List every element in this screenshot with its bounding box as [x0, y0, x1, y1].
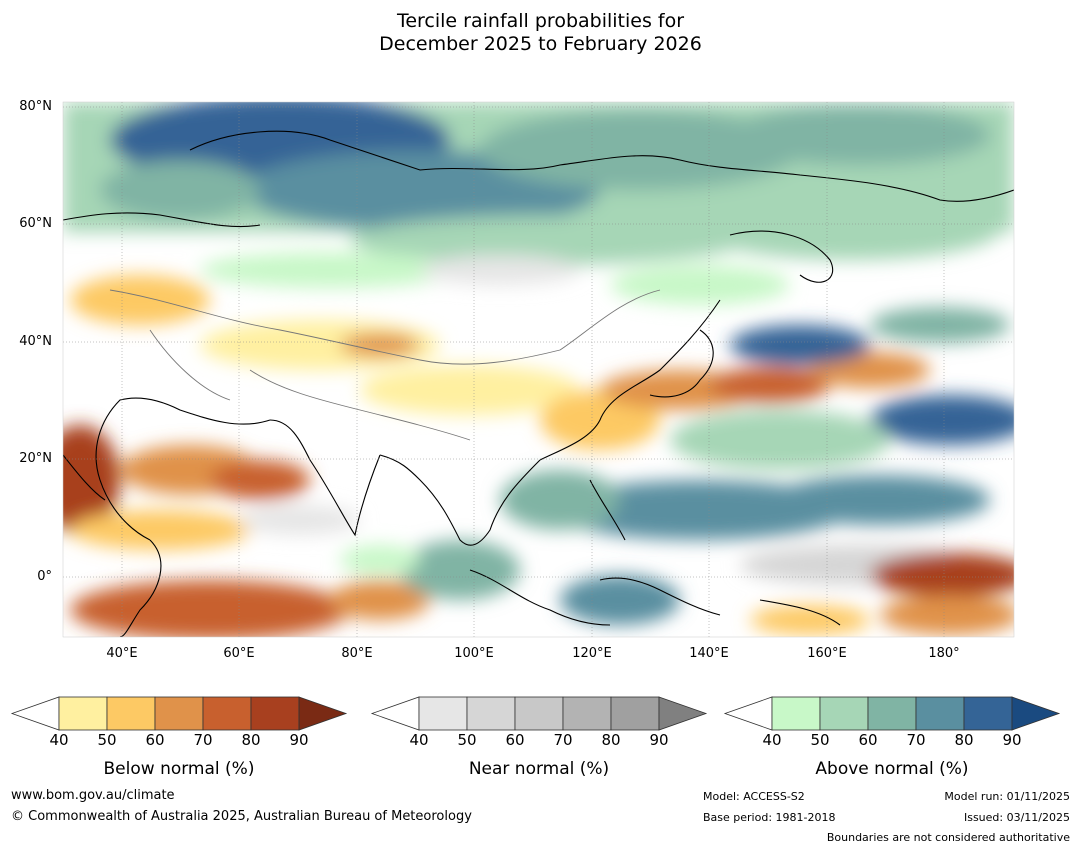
- colorbar-above-tick: 80: [954, 731, 974, 749]
- colorbars: [10, 696, 1061, 731]
- chart-title-line2: December 2025 to February 2026: [379, 33, 702, 55]
- colorbar-near-tick: 90: [649, 731, 669, 749]
- colorbar-above-high-extend: [1011, 696, 1061, 731]
- probability-field: [63, 102, 1014, 637]
- colorbar-below-tick: 50: [97, 731, 117, 749]
- lon-label-60e: 60°E: [223, 646, 255, 661]
- colorbar-near-tick: 80: [601, 731, 621, 749]
- footer-copyright: © Commonwealth of Australia 2025, Austra…: [11, 809, 472, 824]
- colorbar-near-high-extend: [658, 696, 708, 731]
- colorbar-near-segment: [610, 696, 660, 731]
- lon-label-120e: 120°E: [572, 646, 612, 661]
- colorbar-above-title: Above normal (%): [815, 759, 969, 779]
- colorbar-below-title: Below normal (%): [103, 759, 255, 779]
- colorbar-below-tick: 70: [193, 731, 213, 749]
- colorbar-above-segment: [771, 696, 821, 731]
- colorbar-below-segment: [106, 696, 156, 731]
- colorbar-below-tick: 90: [289, 731, 309, 749]
- colorbar-near-title: Near normal (%): [468, 759, 610, 779]
- colorbar-below-segment: [154, 696, 204, 731]
- lon-label-140e: 140°E: [689, 646, 729, 661]
- colorbar-near-segment: [562, 696, 612, 731]
- colorbar-below-low-extend: [10, 696, 60, 731]
- colorbar-above-segment: [915, 696, 965, 731]
- colorbar-above-low-extend: [723, 696, 773, 731]
- footer-website: www.bom.gov.au/climate: [11, 788, 175, 803]
- colorbar-above-segment: [867, 696, 917, 731]
- colorbar-near-tick: 50: [457, 731, 477, 749]
- lat-label-60n: 60°N: [19, 216, 52, 231]
- footer-model-run: Model run: 01/11/2025: [944, 790, 1070, 803]
- lon-label-40e: 40°E: [106, 646, 138, 661]
- colorbar-below-high-extend: [298, 696, 348, 731]
- colorbar-near-tick: 40: [409, 731, 429, 749]
- colorbar-near-segment: [418, 696, 468, 731]
- lat-label-40n: 40°N: [19, 334, 52, 349]
- lat-label-20n: 20°N: [19, 451, 52, 466]
- footer-base-period: Base period: 1981-2018: [703, 811, 836, 824]
- colorbar-below-segment: [250, 696, 300, 731]
- lat-label-0: 0°: [37, 569, 52, 584]
- footer-issued: Issued: 03/11/2025: [963, 811, 1070, 824]
- lon-label-100e: 100°E: [454, 646, 494, 661]
- colorbar-below-segment: [202, 696, 252, 731]
- lat-label-80n: 80°N: [19, 99, 52, 114]
- colorbar-above-tick: 40: [762, 731, 782, 749]
- footer-model: Model: ACCESS-S2: [703, 790, 805, 803]
- lon-label-180: 180°: [928, 646, 960, 661]
- colorbar-below-segment: [58, 696, 108, 731]
- colorbar-near-tick: 60: [505, 731, 525, 749]
- colorbar-above-tick: 50: [810, 731, 830, 749]
- colorbar-above-tick: 60: [858, 731, 878, 749]
- colorbar-below-tick: 80: [241, 731, 261, 749]
- chart-title-line1: Tercile rainfall probabilities for: [396, 10, 685, 32]
- colorbar-near-low-extend: [370, 696, 420, 731]
- colorbar-above-tick: 90: [1002, 731, 1022, 749]
- lon-label-160e: 160°E: [807, 646, 847, 661]
- colorbar-near-segment: [466, 696, 516, 731]
- footer-boundaries: Boundaries are not considered authoritat…: [826, 831, 1070, 844]
- colorbar-below-tick: 40: [49, 731, 69, 749]
- colorbar-above-segment: [963, 696, 1013, 731]
- colorbar-near-segment: [514, 696, 564, 731]
- colorbar-above-segment: [819, 696, 869, 731]
- lon-label-80e: 80°E: [341, 646, 373, 661]
- colorbar-above-tick: 70: [906, 731, 926, 749]
- colorbar-near-tick: 70: [553, 731, 573, 749]
- colorbar-below-tick: 60: [145, 731, 165, 749]
